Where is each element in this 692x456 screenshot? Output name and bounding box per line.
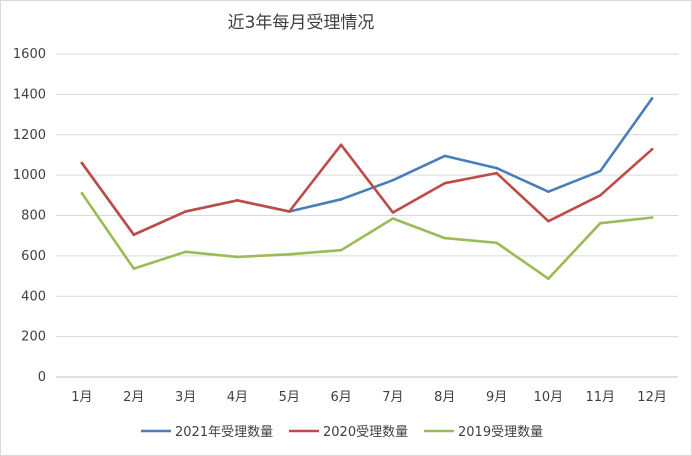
y-tick-label: 1200 xyxy=(13,128,46,143)
data-point xyxy=(236,199,239,202)
data-point xyxy=(391,211,395,214)
legend: 2021年受理数量 2020受理数量 2019受理数量 xyxy=(141,425,543,440)
data-point xyxy=(443,181,447,185)
data-point xyxy=(495,166,498,170)
x-axis-ticks: 1月 2月 3月 4月 5月 6月 7月 8月 9月 10月 11月 12月 xyxy=(71,390,667,405)
x-tick-label: 11月 xyxy=(585,390,615,405)
data-point xyxy=(391,178,395,182)
x-tick-label: 10月 xyxy=(534,390,564,405)
data-point xyxy=(80,161,84,165)
legend-label: 2019受理数量 xyxy=(458,425,543,440)
data-point xyxy=(184,210,187,213)
x-tick-label: 4月 xyxy=(227,390,248,405)
data-point xyxy=(598,221,602,225)
data-point xyxy=(650,147,654,151)
series-lines xyxy=(80,97,654,281)
legend-label: 2020受理数量 xyxy=(323,425,408,440)
x-tick-label: 9月 xyxy=(486,390,507,405)
legend-item: 2021年受理数量 xyxy=(141,425,273,440)
data-point xyxy=(650,216,654,219)
data-point xyxy=(495,241,498,245)
x-tick-label: 5月 xyxy=(279,390,300,405)
y-tick-label: 1600 xyxy=(13,47,46,62)
data-point xyxy=(339,248,343,252)
x-tick-label: 2月 xyxy=(123,390,144,405)
y-tick-label: 600 xyxy=(21,249,46,264)
data-point xyxy=(287,210,291,213)
y-tick-label: 400 xyxy=(21,289,46,304)
data-point xyxy=(598,194,602,197)
x-tick-label: 8月 xyxy=(434,390,455,405)
data-point xyxy=(547,219,550,223)
data-point xyxy=(287,252,291,256)
y-tick-label: 1000 xyxy=(13,168,46,183)
data-point xyxy=(443,236,447,240)
y-axis-ticks: 0 200 400 600 800 1000 1200 1400 1600 xyxy=(13,47,46,385)
x-tick-label: 1月 xyxy=(71,390,92,405)
x-tick-label: 6月 xyxy=(330,390,351,405)
x-tick-label: 3月 xyxy=(175,390,196,405)
series-line-2 xyxy=(80,192,654,281)
y-tick-label: 1400 xyxy=(13,87,46,102)
data-point xyxy=(339,198,343,201)
data-point xyxy=(495,171,498,175)
data-point xyxy=(184,250,187,254)
data-point xyxy=(547,190,550,193)
y-tick-label: 800 xyxy=(21,209,46,224)
data-point xyxy=(236,255,239,259)
chart-title: 近3年每月受理情况 xyxy=(228,13,375,33)
data-point xyxy=(339,143,343,147)
legend-label: 2021年受理数量 xyxy=(175,425,273,440)
data-point xyxy=(391,217,395,220)
data-point xyxy=(132,267,136,270)
series-line-0 xyxy=(80,97,654,236)
gridlines xyxy=(56,53,678,338)
y-tick-label: 200 xyxy=(21,330,46,345)
data-point xyxy=(80,191,84,195)
legend-item: 2020受理数量 xyxy=(289,425,408,440)
y-tick-label: 0 xyxy=(38,370,46,385)
data-point xyxy=(650,97,654,100)
data-point xyxy=(598,169,602,173)
data-point xyxy=(132,233,136,236)
x-tick-label: 7月 xyxy=(382,390,403,405)
data-point xyxy=(443,154,447,158)
data-point xyxy=(547,277,550,280)
legend-item: 2019受理数量 xyxy=(424,425,543,440)
series-line-1 xyxy=(80,143,654,236)
x-tick-label: 12月 xyxy=(637,390,667,405)
